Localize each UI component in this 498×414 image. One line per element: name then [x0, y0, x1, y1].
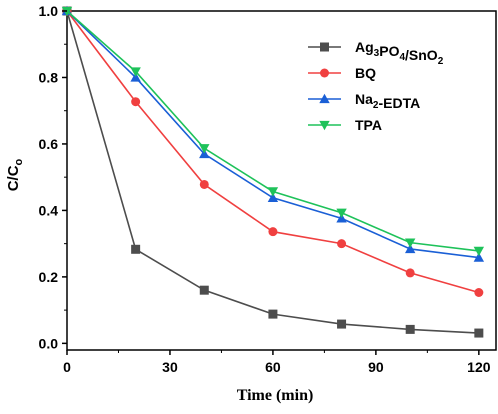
series-2 [61, 5, 485, 262]
data-point [268, 227, 278, 237]
y-axis-title-subscript: o [13, 158, 25, 165]
data-point [473, 252, 485, 262]
data-point [131, 244, 141, 254]
legend-item: TPA [308, 117, 382, 133]
legend-subscript: 2 [438, 56, 444, 67]
x-tick-label: 30 [162, 359, 178, 375]
legend-text: -EDTA [378, 95, 420, 111]
y-tick-label: 0.2 [39, 269, 59, 285]
data-point [199, 285, 209, 295]
plot-area [66, 10, 497, 351]
y-tick-label: 0.4 [39, 202, 59, 218]
data-point [473, 246, 485, 257]
series-layer [61, 5, 485, 338]
data-point [130, 67, 141, 77]
legend-label: Na2-EDTA [355, 91, 420, 111]
legend-label: BQ [355, 65, 376, 81]
data-point [337, 319, 347, 329]
plot-frame [66, 10, 497, 351]
legend-text: PO [379, 43, 399, 59]
legend-item: Ag3PO4/SnO2 [308, 39, 444, 67]
data-point [267, 192, 279, 202]
legend-marker [319, 120, 330, 131]
x-tick-label: 90 [368, 359, 384, 375]
legend-marker [320, 68, 329, 78]
data-point [336, 208, 347, 218]
data-point [199, 144, 210, 154]
y-tick-label: 0.6 [39, 136, 59, 152]
series-3 [61, 6, 485, 257]
axes-layer: 0 30 60 90 120 0.0 0.2 0.4 0.6 0.8 1.0 [39, 3, 491, 375]
legend-marker [319, 93, 330, 104]
data-point [405, 243, 416, 254]
x-tick-label: 0 [63, 359, 71, 375]
data-point [267, 187, 279, 197]
data-point [337, 239, 347, 249]
y-axis-title: C/Co [5, 158, 25, 191]
legend-label: Ag3PO4/SnO2 [355, 39, 444, 67]
data-point [405, 324, 415, 334]
data-point [199, 179, 209, 189]
legend-text: Ag [355, 39, 374, 55]
x-tick-label: 120 [467, 359, 491, 375]
data-point [474, 288, 484, 298]
data-point [268, 309, 278, 319]
x-axis-title: Time (min) [237, 387, 314, 404]
legend-subscript: 2 [373, 100, 379, 111]
data-point [474, 328, 484, 338]
data-point [131, 97, 141, 107]
y-axis-title-main: C/C [5, 165, 22, 191]
legend-text: Na [355, 91, 373, 107]
legend-text: /SnO [405, 47, 438, 63]
legend-label: TPA [355, 117, 382, 133]
legend-item: Na2-EDTA [308, 91, 420, 111]
legend-text: BQ [355, 65, 376, 81]
series-1 [62, 6, 484, 298]
legend-marker [320, 42, 329, 52]
y-tick-label: 1.0 [39, 3, 59, 19]
y-tick-label: 0.0 [39, 335, 59, 351]
data-point [405, 238, 416, 248]
x-tick-label: 60 [265, 359, 281, 375]
legend-subscript: 3 [374, 48, 380, 59]
legend-subscript: 4 [399, 52, 405, 63]
legend-text: TPA [355, 117, 382, 133]
legend-item: BQ [308, 65, 376, 81]
y-tick-label: 0.8 [39, 69, 59, 85]
data-point [405, 268, 415, 278]
y-axis-title-text: C/Co [5, 158, 25, 191]
data-point [130, 72, 141, 82]
